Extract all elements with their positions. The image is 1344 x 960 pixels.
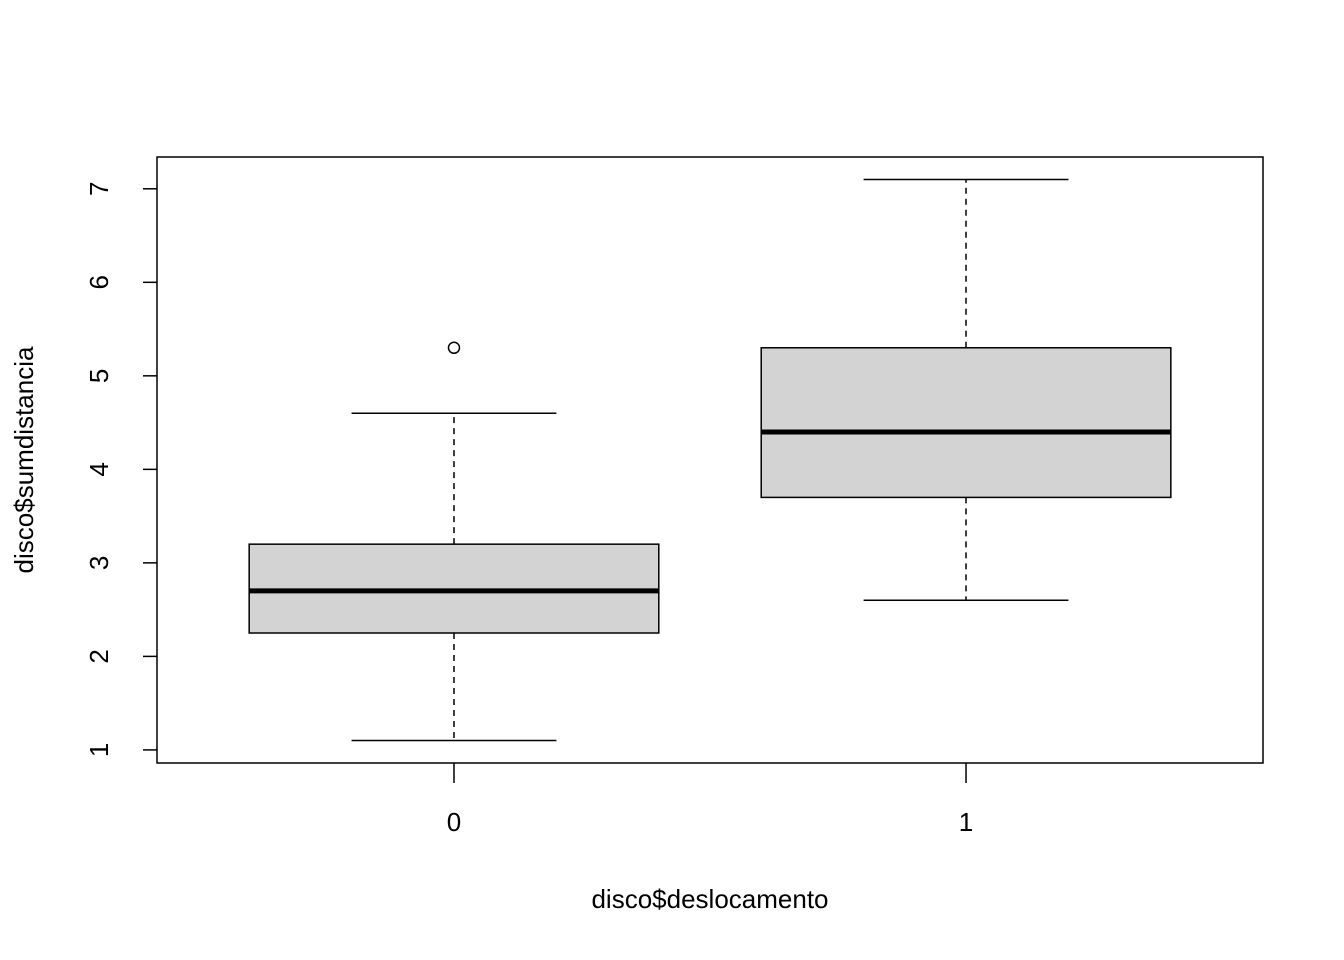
y-tick-label: 5 — [84, 369, 114, 383]
y-tick-label: 1 — [84, 743, 114, 757]
y-tick-label: 2 — [84, 649, 114, 663]
y-axis-label: disco$sumdistancia — [9, 346, 39, 573]
x-axis-label: disco$deslocamento — [591, 884, 828, 914]
plot-frame — [156, 156, 1264, 764]
y-tick-label: 6 — [84, 275, 114, 289]
x-tick-label: 1 — [959, 807, 973, 837]
outlier — [447, 341, 461, 355]
y-tick-label: 7 — [84, 182, 114, 196]
x-tick-label: 0 — [447, 807, 461, 837]
y-tick-label: 3 — [84, 556, 114, 570]
box — [760, 347, 1172, 499]
y-tick-label: 4 — [84, 462, 114, 476]
